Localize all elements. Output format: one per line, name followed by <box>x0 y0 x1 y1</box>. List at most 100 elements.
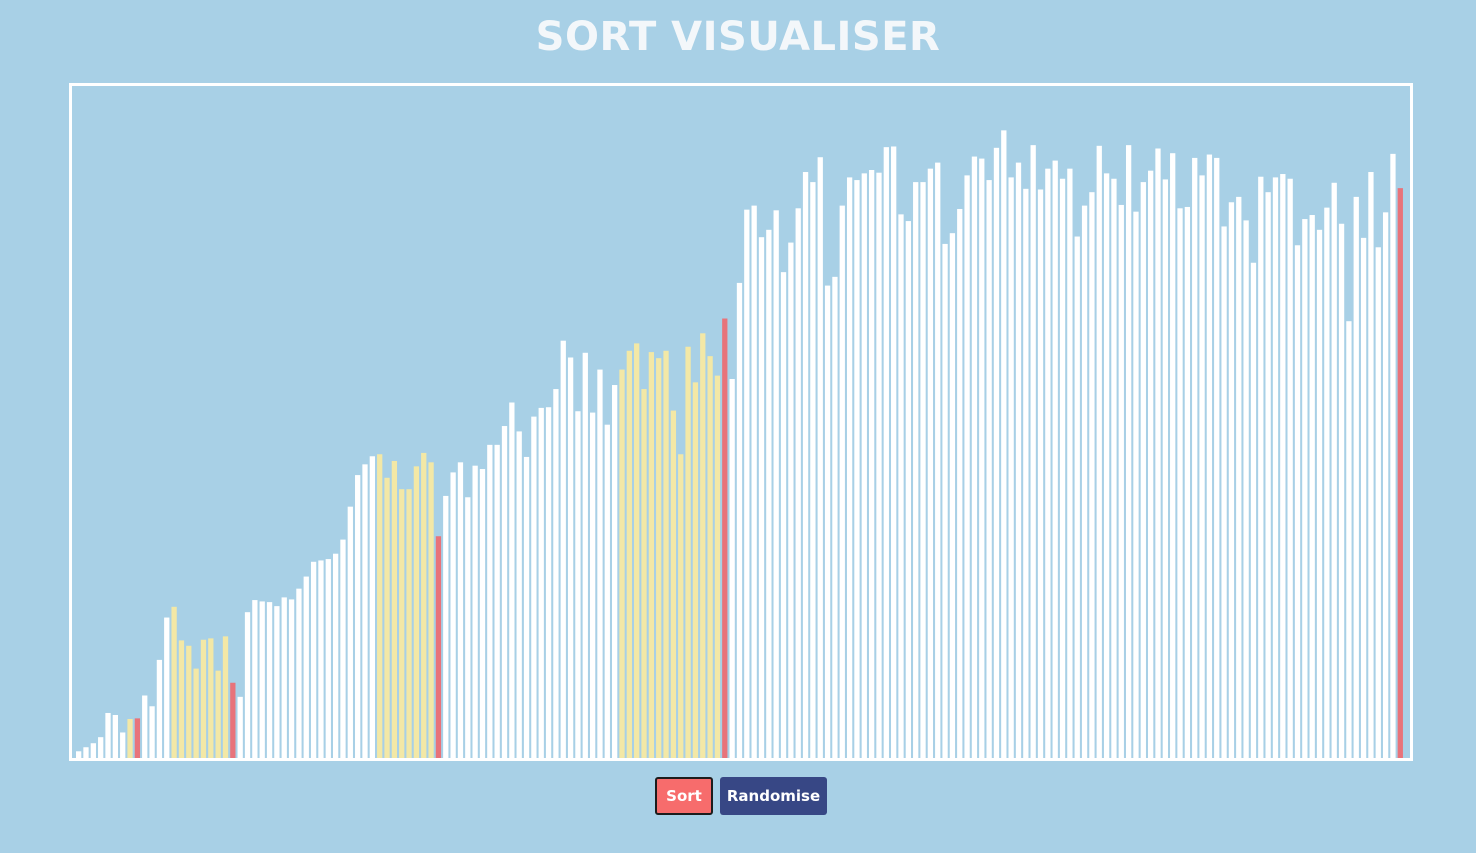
bar-145 <box>1140 182 1146 758</box>
bar-158 <box>1236 196 1242 758</box>
bar-89 <box>729 378 735 758</box>
bar-168 <box>1309 215 1315 758</box>
bar-107 <box>861 173 867 758</box>
bar-86 <box>707 356 713 758</box>
randomise-button[interactable]: Randomise <box>720 777 827 815</box>
bar-71 <box>597 369 603 758</box>
bar-52 <box>457 462 464 758</box>
bar-36 <box>340 539 346 758</box>
bar-48 <box>428 462 434 758</box>
bar-84 <box>692 382 699 758</box>
bar-59 <box>509 402 515 758</box>
bar-53 <box>465 497 471 758</box>
bar-150 <box>1177 208 1183 758</box>
bar-144 <box>1133 211 1139 758</box>
bar-114 <box>913 182 919 758</box>
bar-142 <box>1118 204 1124 758</box>
bar-62 <box>531 416 537 758</box>
bar-28 <box>281 597 287 758</box>
bar-127 <box>1008 177 1014 758</box>
bar-76 <box>634 343 640 758</box>
bar-161 <box>1258 176 1264 758</box>
bar-171 <box>1331 182 1337 758</box>
bar-100 <box>810 182 816 758</box>
bar-134 <box>1059 178 1066 758</box>
bar-88 <box>722 318 728 758</box>
bar-32 <box>310 561 317 758</box>
bar-26 <box>266 602 273 758</box>
bar-44 <box>399 489 405 758</box>
bar-96 <box>780 272 787 758</box>
bar-92 <box>751 205 757 758</box>
bar-20 <box>222 636 229 758</box>
sort-button[interactable]: Sort <box>655 777 713 815</box>
bar-19 <box>215 670 221 758</box>
bar-180 <box>1397 188 1403 758</box>
bar-155 <box>1214 157 1220 758</box>
bar-22 <box>237 696 243 758</box>
bar-172 <box>1338 223 1345 758</box>
bar-140 <box>1103 173 1110 758</box>
bar-128 <box>1015 162 1022 758</box>
bar-133 <box>1052 160 1058 758</box>
bar-101 <box>817 157 823 758</box>
bar-177 <box>1375 247 1381 758</box>
bar-153 <box>1199 175 1205 758</box>
bar-118 <box>942 243 948 758</box>
bar-8 <box>134 718 141 758</box>
bar-154 <box>1206 154 1213 758</box>
bar-175 <box>1360 237 1367 758</box>
bar-27 <box>274 606 280 758</box>
bar-25 <box>259 601 265 758</box>
bar-164 <box>1280 174 1286 758</box>
bar-91 <box>744 209 750 758</box>
bar-121 <box>964 175 970 758</box>
bar-106 <box>854 180 860 758</box>
bar-126 <box>1001 130 1007 758</box>
bar-170 <box>1324 207 1330 758</box>
bar-146 <box>1148 170 1154 758</box>
bar-39 <box>362 464 368 758</box>
bar-73 <box>612 385 618 758</box>
bar-42 <box>384 477 390 758</box>
bar-2 <box>90 743 96 758</box>
bar-157 <box>1228 202 1235 758</box>
bar-147 <box>1155 148 1161 758</box>
bar-135 <box>1067 168 1073 758</box>
bar-77 <box>641 389 647 758</box>
bar-116 <box>927 168 934 758</box>
bar-33 <box>318 560 324 758</box>
bar-54 <box>472 465 478 758</box>
bar-105 <box>846 177 853 758</box>
bar-79 <box>656 358 662 758</box>
bar-179 <box>1390 153 1396 758</box>
bar-115 <box>920 182 926 758</box>
bar-18 <box>208 638 214 758</box>
bar-178 <box>1382 212 1389 758</box>
bar-85 <box>700 333 706 758</box>
bar-137 <box>1081 205 1088 758</box>
bar-6 <box>120 732 126 758</box>
bar-83 <box>685 346 691 758</box>
bar-143 <box>1125 145 1132 758</box>
bar-38 <box>355 475 361 758</box>
bar-123 <box>979 158 985 758</box>
bar-162 <box>1265 192 1271 758</box>
bar-12 <box>164 617 170 758</box>
bar-159 <box>1243 220 1249 758</box>
bar-chart <box>76 130 1403 758</box>
bar-61 <box>523 456 530 758</box>
bar-57 <box>494 444 500 758</box>
bar-21 <box>230 682 236 758</box>
bar-60 <box>516 431 522 758</box>
bar-148 <box>1162 179 1168 758</box>
bar-167 <box>1302 219 1308 758</box>
bar-117 <box>935 162 941 758</box>
bar-24 <box>252 600 258 758</box>
bar-103 <box>832 276 838 758</box>
bar-3 <box>98 737 104 758</box>
bar-1 <box>83 747 89 758</box>
bar-94 <box>766 229 772 758</box>
bar-50 <box>443 495 449 758</box>
bar-37 <box>347 506 353 758</box>
